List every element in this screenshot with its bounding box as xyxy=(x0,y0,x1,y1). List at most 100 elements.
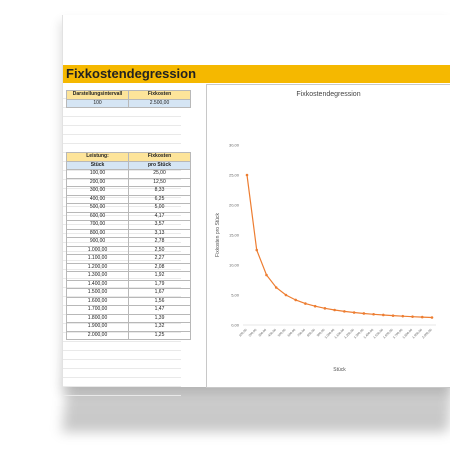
spreadsheet-page: Fixkostendegression Darstellungsinterval… xyxy=(62,15,450,398)
data-table: Leistung: Fixkosten Stück pro Stück 100,… xyxy=(66,152,191,340)
table-subheader-stueck: Stück xyxy=(66,160,129,170)
cell-stueck[interactable]: 700,00 xyxy=(66,220,129,230)
x-tick-label: 1.100,00 xyxy=(333,328,345,340)
x-tick-label: 1.600,00 xyxy=(382,328,394,340)
params-header-interval: Darstellungsintervall xyxy=(66,90,129,100)
table-row: 800,00 3,13 xyxy=(66,228,191,238)
table-row: 1.200,00 2,08 xyxy=(66,262,191,272)
cell-fixkosten[interactable]: 4,17 xyxy=(128,211,191,221)
x-tick-label: 2.000,00 xyxy=(421,328,433,340)
x-tick-label: 1.900,00 xyxy=(411,328,423,340)
data-point xyxy=(274,286,278,289)
data-point xyxy=(304,302,307,305)
cell-stueck[interactable]: 800,00 xyxy=(66,228,129,238)
cell-stueck[interactable]: 1.500,00 xyxy=(66,288,129,298)
params-fixcost-value[interactable]: 2.500,00 xyxy=(128,98,191,108)
cell-fixkosten[interactable]: 25,00 xyxy=(128,169,191,179)
page-title: Fixkostendegression xyxy=(66,66,197,81)
data-point xyxy=(372,312,375,316)
cell-stueck[interactable]: 1.800,00 xyxy=(66,313,129,323)
cell-stueck[interactable]: 100,00 xyxy=(66,169,129,179)
cell-fixkosten[interactable]: 1,79 xyxy=(128,279,191,289)
table-row: 100,00 25,00 xyxy=(66,169,191,179)
cell-fixkosten[interactable]: 2,27 xyxy=(128,254,191,264)
cell-stueck[interactable]: 900,00 xyxy=(66,237,129,247)
data-point xyxy=(391,314,395,317)
cell-fixkosten[interactable]: 1,47 xyxy=(128,305,191,315)
cell-stueck[interactable]: 1.300,00 xyxy=(66,271,129,281)
x-tick-label: 800,00 xyxy=(306,328,316,338)
cell-fixkosten[interactable]: 6,25 xyxy=(128,194,191,204)
cell-fixkosten[interactable]: 2,08 xyxy=(128,262,191,272)
cell-stueck[interactable]: 2.000,00 xyxy=(66,330,129,340)
cell-fixkosten[interactable]: 2,50 xyxy=(128,245,191,255)
x-tick-label: 200,00 xyxy=(248,328,258,338)
table-row: 900,00 2,78 xyxy=(66,237,191,247)
cell-fixkosten[interactable]: 1,32 xyxy=(128,322,191,332)
y-tick-label: 15,00 xyxy=(229,233,240,238)
table-row: 1.800,00 1,39 xyxy=(66,313,191,323)
cell-stueck[interactable]: 1.100,00 xyxy=(66,254,129,264)
data-point xyxy=(362,312,366,315)
cell-stueck[interactable]: 1.000,00 xyxy=(66,245,129,255)
data-point xyxy=(255,248,259,252)
y-tick-label: 5,00 xyxy=(231,293,240,298)
chart-title: Fixkostendegression xyxy=(296,91,361,98)
table-row: 400,00 6,25 xyxy=(66,194,191,204)
data-point xyxy=(411,315,414,318)
params-table: Darstellungsintervall Fixkosten 100 2.50… xyxy=(66,90,191,108)
x-tick-label: 600,00 xyxy=(287,328,297,338)
x-tick-label: 300,00 xyxy=(257,328,267,338)
y-tick-label: 20,00 xyxy=(229,203,240,208)
table-row: 1.000,00 2,50 xyxy=(66,245,191,255)
data-point xyxy=(294,298,297,302)
table-row: 300,00 8,33 xyxy=(66,186,191,196)
chart-area[interactable]: Fixkostendegression 0,00 5,00 10,00 15,00 20… xyxy=(206,84,450,388)
cell-stueck[interactable]: 600,00 xyxy=(66,211,129,221)
x-tick-label: 700,00 xyxy=(296,328,306,338)
data-point xyxy=(313,304,317,308)
cell-stueck[interactable]: 500,00 xyxy=(66,203,129,213)
cell-stueck[interactable]: 1.200,00 xyxy=(66,262,129,272)
table-row: 500,00 5,00 xyxy=(66,203,191,213)
table-row: 1.500,00 1,67 xyxy=(66,288,191,298)
y-tick-label: 10,00 xyxy=(229,263,240,268)
x-tick-label: 1.200,00 xyxy=(343,328,355,340)
x-tick-label: 1.800,00 xyxy=(402,328,414,340)
y-tick-label: 25,00 xyxy=(229,173,240,178)
cell-fixkosten[interactable]: 12,50 xyxy=(128,177,191,187)
data-point xyxy=(343,310,346,313)
cell-fixkosten[interactable]: 1,56 xyxy=(128,296,191,306)
x-tick-label: 500,00 xyxy=(277,328,287,338)
table-row: 600,00 4,17 xyxy=(66,211,191,221)
cell-fixkosten[interactable]: 1,67 xyxy=(128,288,191,298)
cell-fixkosten[interactable]: 5,00 xyxy=(128,203,191,213)
data-point xyxy=(401,314,405,318)
table-row: 1.600,00 1,56 xyxy=(66,296,191,306)
cell-fixkosten[interactable]: 1,25 xyxy=(128,330,191,340)
x-tick-label: 1.400,00 xyxy=(363,328,375,340)
cell-fixkosten[interactable]: 1,39 xyxy=(128,313,191,323)
table-row: 1.100,00 2,27 xyxy=(66,254,191,264)
cell-fixkosten[interactable]: 1,92 xyxy=(128,271,191,281)
cell-stueck[interactable]: 300,00 xyxy=(66,186,129,196)
x-axis-title: Stück xyxy=(333,367,346,373)
table-row: 200,00 12,50 xyxy=(66,177,191,187)
data-point xyxy=(333,308,336,312)
y-tick-label: 0,00 xyxy=(231,323,240,328)
cell-stueck[interactable]: 1.700,00 xyxy=(66,305,129,315)
cell-stueck[interactable]: 400,00 xyxy=(66,194,129,204)
table-row: 700,00 3,57 xyxy=(66,220,191,230)
x-tick-label: 900,00 xyxy=(316,328,326,338)
cell-fixkosten[interactable]: 3,13 xyxy=(128,228,191,238)
params-interval-value[interactable]: 100 xyxy=(66,98,129,108)
cell-stueck[interactable]: 1.600,00 xyxy=(66,296,129,306)
cell-stueck[interactable]: 200,00 xyxy=(66,177,129,187)
cell-stueck[interactable]: 1.400,00 xyxy=(66,279,129,289)
cell-stueck[interactable]: 1.900,00 xyxy=(66,322,129,332)
cell-fixkosten[interactable]: 8,33 xyxy=(128,186,191,196)
cell-fixkosten[interactable]: 2,78 xyxy=(128,237,191,247)
data-point xyxy=(245,173,249,177)
cell-fixkosten[interactable]: 3,57 xyxy=(128,220,191,230)
table-subheader-pro-stueck: pro Stück xyxy=(128,160,191,170)
